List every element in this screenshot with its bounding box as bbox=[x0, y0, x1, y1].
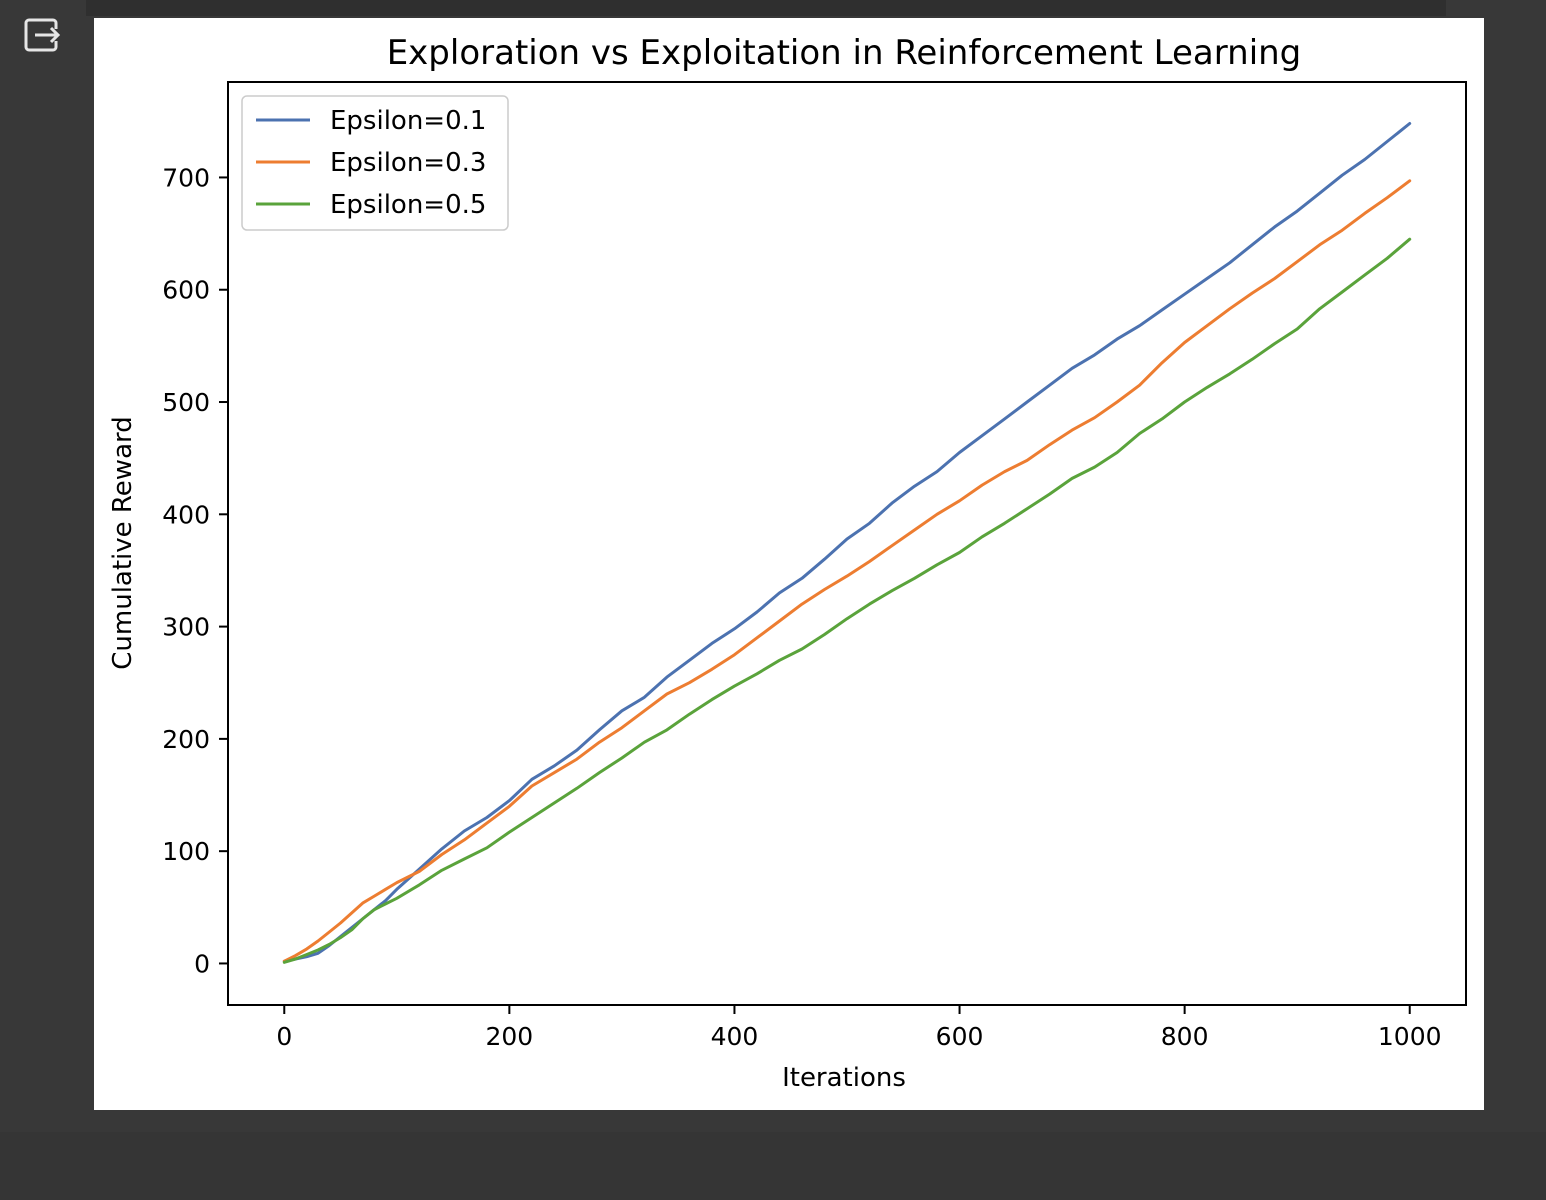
y-tick-label: 600 bbox=[162, 276, 210, 305]
x-tick-label: 600 bbox=[936, 1022, 984, 1051]
y-tick-label: 100 bbox=[162, 837, 210, 866]
y-tick-label: 500 bbox=[162, 388, 210, 417]
x-axis-label: Iterations bbox=[782, 1063, 906, 1093]
y-tick-label: 0 bbox=[194, 949, 210, 978]
output-redirect-icon[interactable] bbox=[22, 16, 66, 56]
legend-label-0: Epsilon=0.1 bbox=[330, 106, 486, 136]
x-tick-label: 800 bbox=[1161, 1022, 1209, 1051]
axes-frame bbox=[227, 81, 1467, 1006]
notebook-background bbox=[0, 1132, 1546, 1200]
y-tick-label: 300 bbox=[162, 613, 210, 642]
legend: Epsilon=0.1 Epsilon=0.3 Epsilon=0.5 bbox=[241, 95, 509, 231]
legend-box bbox=[241, 95, 509, 231]
x-axis: 0 200 400 600 800 1000 bbox=[276, 1005, 1442, 1051]
y-axis-label: Cumulative Reward bbox=[108, 416, 138, 670]
x-tick-label: 1000 bbox=[1378, 1022, 1442, 1051]
legend-label-1: Epsilon=0.3 bbox=[330, 148, 486, 178]
y-axis: 0 100 200 300 400 500 600 700 bbox=[162, 163, 228, 978]
y-tick-label: 700 bbox=[162, 163, 210, 192]
series-line-0 bbox=[282, 122, 1412, 963]
chart-figure: Exploration vs Exploitation in Reinforce… bbox=[94, 18, 1484, 1110]
y-tick-label: 400 bbox=[162, 500, 210, 529]
y-tick-label: 200 bbox=[162, 725, 210, 754]
x-tick-label: 200 bbox=[486, 1022, 534, 1051]
x-tick-label: 400 bbox=[711, 1022, 759, 1051]
legend-label-2: Epsilon=0.5 bbox=[330, 190, 486, 220]
x-tick-label: 0 bbox=[276, 1022, 292, 1051]
chart-title: Exploration vs Exploitation in Reinforce… bbox=[387, 33, 1302, 73]
cell-divider bbox=[86, 0, 1446, 16]
series-line-2 bbox=[282, 237, 1412, 964]
series-line-1 bbox=[282, 179, 1412, 963]
line-chart: Exploration vs Exploitation in Reinforce… bbox=[108, 33, 1467, 1093]
plot-area bbox=[282, 122, 1412, 964]
